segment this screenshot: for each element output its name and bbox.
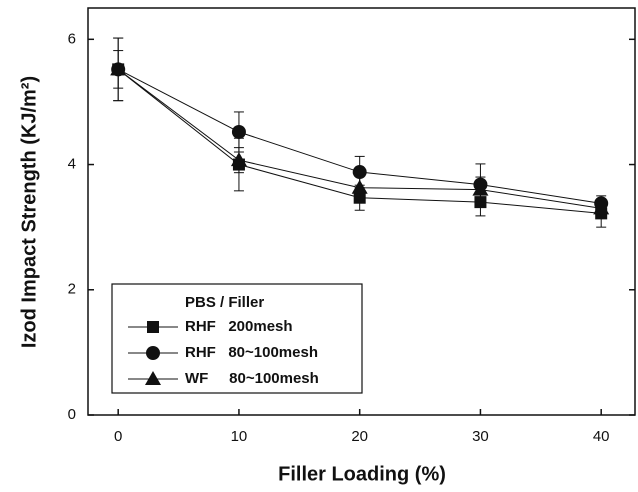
y-tick-label: 0 [68,406,76,423]
x-tick-label: 30 [472,428,489,445]
legend-marker [147,321,159,333]
marker [110,61,127,76]
y-axis-title: Izod Impact Strength (KJ/m²) [18,76,40,348]
legend-label: RHF 200mesh [185,318,293,335]
marker [593,200,610,215]
legend-title: PBS / Filler [185,294,264,311]
y-tick-label: 6 [68,30,76,47]
plot-frame [87,7,636,416]
x-tick-label: 10 [231,428,248,445]
marker [231,124,246,139]
legend-label: RHF 80~100mesh [185,344,318,361]
legend-marker [145,371,161,385]
marker [230,152,247,167]
marker [472,181,489,196]
y-tick-label: 2 [68,281,76,298]
x-axis-title: Filler Loading (%) [278,463,446,485]
x-tick-label: 40 [593,428,610,445]
x-tick-label: 20 [351,428,368,445]
y-tick-label: 4 [68,156,76,173]
legend-marker [146,346,160,360]
marker [351,179,368,194]
x-tick-label: 0 [114,428,122,445]
legend-label: WF 80~100mesh [185,370,319,387]
